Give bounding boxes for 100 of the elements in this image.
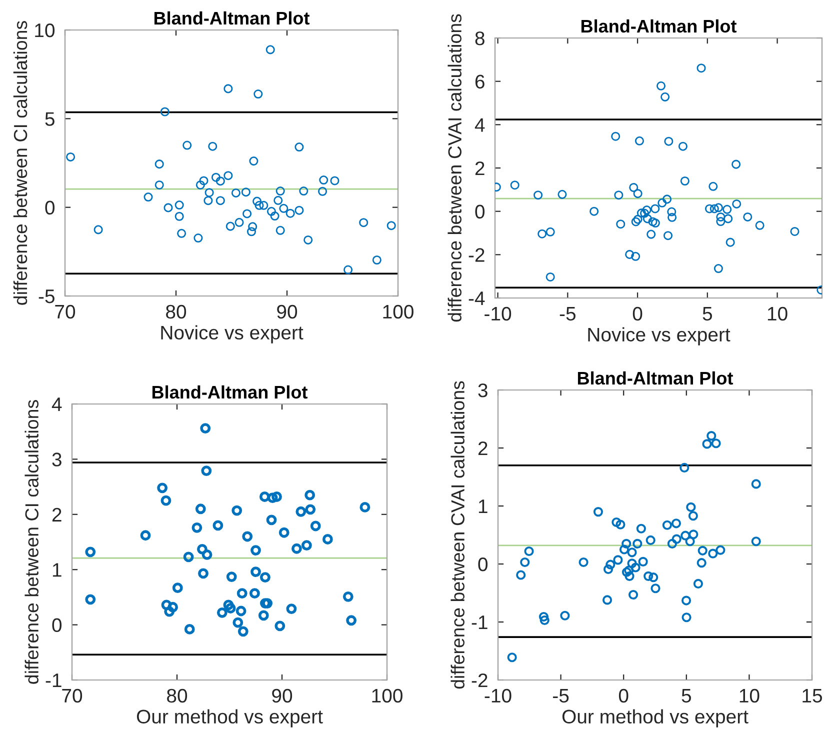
point	[216, 607, 228, 618]
point	[650, 204, 660, 214]
x-tick-label: -10	[484, 688, 512, 703]
point	[708, 548, 718, 558]
y-axis-title: difference between CI calculations	[13, 21, 28, 305]
chart-title: Bland-Altman Plot	[152, 385, 308, 399]
point	[611, 132, 620, 141]
point	[172, 582, 183, 594]
point	[520, 557, 530, 568]
point	[236, 606, 246, 616]
y-tick-label: 1	[478, 500, 488, 514]
point	[534, 190, 543, 200]
point	[212, 520, 224, 531]
point	[732, 199, 742, 208]
point	[198, 568, 208, 579]
point	[630, 562, 640, 572]
point	[254, 90, 263, 99]
point	[386, 221, 396, 230]
point	[614, 190, 624, 200]
point	[716, 545, 726, 555]
point	[664, 136, 674, 146]
point	[294, 206, 304, 215]
point	[154, 160, 164, 169]
point	[650, 584, 660, 594]
x-tick-label: -10	[484, 306, 512, 321]
point	[202, 549, 212, 560]
point	[590, 206, 599, 216]
point	[208, 142, 218, 151]
point	[634, 136, 644, 146]
point	[250, 545, 261, 556]
point	[538, 612, 549, 622]
y-tick-label: -1	[46, 674, 62, 688]
point	[593, 507, 604, 517]
point	[667, 538, 677, 548]
point	[743, 212, 752, 222]
x-tick-label: 80	[167, 688, 188, 703]
point	[698, 546, 708, 556]
x-tick-label: 100	[372, 688, 402, 703]
point	[678, 142, 688, 151]
point	[372, 255, 382, 265]
point	[160, 107, 170, 116]
point	[286, 604, 297, 614]
point	[85, 594, 96, 605]
point	[94, 225, 103, 234]
point	[685, 536, 695, 546]
point	[301, 540, 312, 551]
point	[85, 546, 96, 558]
x-axis-title: Novice vs expert	[588, 327, 730, 346]
chart-title: Bland-Altman Plot	[578, 371, 734, 385]
point	[161, 600, 172, 610]
point	[627, 558, 637, 568]
point	[305, 504, 316, 515]
point	[174, 212, 184, 221]
point	[242, 209, 252, 218]
point	[546, 227, 555, 236]
point	[160, 495, 172, 506]
point	[602, 595, 612, 605]
point	[236, 588, 248, 599]
point	[322, 534, 333, 544]
y-tick-label: 3	[52, 452, 62, 466]
y-tick-label: -2	[468, 248, 484, 262]
point	[294, 142, 304, 152]
point	[183, 552, 194, 562]
point	[360, 502, 370, 512]
point	[195, 504, 206, 514]
point	[708, 182, 718, 191]
point	[196, 544, 208, 554]
y-axis-title: difference between CVAI calculations	[450, 381, 465, 689]
y-tick-label: 4	[474, 118, 485, 132]
point	[231, 188, 240, 198]
point	[680, 176, 690, 186]
point	[346, 615, 357, 626]
point	[632, 538, 642, 548]
point	[299, 186, 308, 196]
point	[751, 479, 761, 489]
y-tick-label: 2	[52, 508, 62, 522]
point	[249, 156, 258, 166]
point	[706, 431, 716, 441]
point	[688, 511, 698, 521]
point	[696, 558, 706, 568]
y-tick-label: 3	[478, 383, 488, 398]
point	[510, 180, 520, 190]
y-tick-label: 0	[52, 618, 62, 632]
x-tick-label: 70	[55, 304, 76, 319]
x-tick-label: 10	[740, 688, 760, 703]
point	[262, 598, 273, 608]
point	[660, 92, 670, 102]
y-tick-label: 4	[52, 398, 62, 412]
point	[276, 186, 285, 196]
y-tick-label: 10	[35, 23, 55, 38]
point	[164, 606, 175, 617]
point	[359, 218, 368, 228]
point	[319, 176, 328, 185]
point	[318, 186, 328, 196]
point	[644, 571, 654, 581]
point	[714, 264, 723, 274]
point	[524, 546, 534, 556]
x-tick-label: -5	[553, 689, 569, 703]
point	[274, 620, 286, 632]
x-axis-title: Our method vs expert	[562, 709, 748, 728]
